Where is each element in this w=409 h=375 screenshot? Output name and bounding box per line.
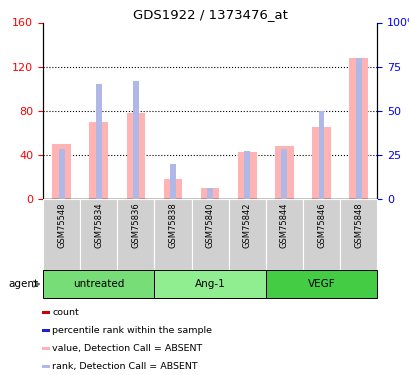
Bar xyxy=(42,364,50,368)
Text: GSM75844: GSM75844 xyxy=(279,202,288,248)
Bar xyxy=(163,179,182,199)
Bar xyxy=(348,58,367,199)
Bar xyxy=(89,122,108,199)
Bar xyxy=(244,151,249,199)
Text: VEGF: VEGF xyxy=(307,279,335,289)
Text: untreated: untreated xyxy=(73,279,124,289)
Bar xyxy=(58,149,65,199)
Bar xyxy=(52,144,71,199)
Title: GDS1922 / 1373476_at: GDS1922 / 1373476_at xyxy=(133,8,287,21)
Text: GSM75838: GSM75838 xyxy=(168,202,177,248)
Bar xyxy=(43,199,80,270)
Bar xyxy=(43,270,154,298)
Bar xyxy=(265,270,376,298)
Text: percentile rank within the sample: percentile rank within the sample xyxy=(52,326,212,335)
Bar xyxy=(42,311,50,314)
Text: value, Detection Call = ABSENT: value, Detection Call = ABSENT xyxy=(52,344,202,353)
Bar xyxy=(265,199,302,270)
Text: GSM75840: GSM75840 xyxy=(205,202,214,248)
Bar xyxy=(133,81,139,199)
Text: agent: agent xyxy=(9,279,39,289)
Bar xyxy=(312,127,330,199)
Text: Ang-1: Ang-1 xyxy=(194,279,225,289)
Bar xyxy=(42,347,50,350)
Text: count: count xyxy=(52,308,79,317)
Bar xyxy=(228,199,265,270)
Text: GSM75548: GSM75548 xyxy=(57,202,66,248)
Bar xyxy=(154,199,191,270)
Bar xyxy=(42,329,50,332)
Bar xyxy=(154,270,265,298)
Bar xyxy=(237,153,256,199)
Bar xyxy=(355,58,361,199)
Text: GSM75848: GSM75848 xyxy=(353,202,362,248)
Bar xyxy=(191,199,228,270)
Bar xyxy=(281,149,287,199)
Bar xyxy=(302,199,339,270)
Bar xyxy=(170,164,175,199)
Bar xyxy=(274,146,293,199)
Bar xyxy=(318,111,324,199)
Bar xyxy=(96,84,101,199)
Bar xyxy=(207,188,213,199)
Bar xyxy=(200,188,219,199)
Bar xyxy=(117,199,154,270)
Text: GSM75842: GSM75842 xyxy=(242,202,251,248)
Text: rank, Detection Call = ABSENT: rank, Detection Call = ABSENT xyxy=(52,362,198,371)
Bar xyxy=(126,113,145,199)
Bar xyxy=(339,199,376,270)
Text: GSM75834: GSM75834 xyxy=(94,202,103,248)
Text: GSM75836: GSM75836 xyxy=(131,202,140,248)
Bar xyxy=(80,199,117,270)
Text: GSM75846: GSM75846 xyxy=(316,202,325,248)
